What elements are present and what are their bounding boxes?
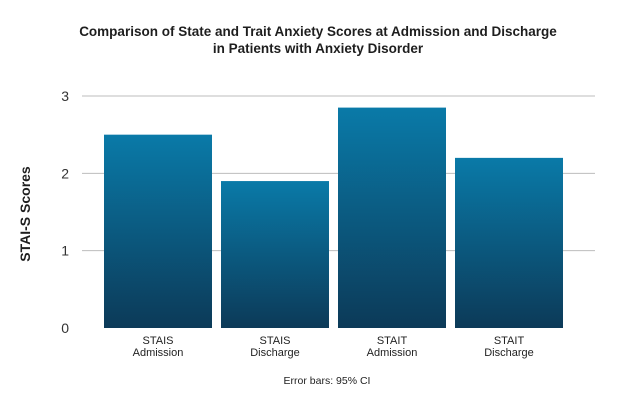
category-labels: STAISAdmissionSTAISDischargeSTAITAdmissi… <box>133 335 534 359</box>
y-axis-label: STAI-S Scores <box>17 166 33 262</box>
x-tick-label: STAIT <box>494 335 525 347</box>
y-tick-label: 3 <box>61 88 69 104</box>
x-tick-label: Discharge <box>484 347 534 359</box>
x-tick-label: STAIS <box>143 335 174 347</box>
bar-stait-discharge <box>455 157 563 328</box>
x-tick-label: Admission <box>133 347 184 359</box>
bar-stais-admission <box>104 134 212 328</box>
bar-stais-discharge <box>221 181 329 328</box>
y-tick-label: 1 <box>61 243 69 259</box>
x-tick-label: STAIS <box>260 335 291 347</box>
chart-title-line-2: in Patients with Anxiety Disorder <box>213 41 424 56</box>
y-tick-label: 2 <box>61 165 69 181</box>
y-tick-label: 0 <box>61 320 69 336</box>
chart-title-line-1: Comparison of State and Trait Anxiety Sc… <box>79 24 557 39</box>
error-bars-note: Error bars: 95% CI <box>284 375 371 387</box>
bars <box>104 107 563 328</box>
bar-stait-admission <box>338 107 446 328</box>
x-tick-label: STAIT <box>377 335 408 347</box>
y-tick-labels: 0 1 2 3 <box>61 88 69 336</box>
x-tick-label: Admission <box>367 347 418 359</box>
x-tick-label: Discharge <box>250 347 300 359</box>
